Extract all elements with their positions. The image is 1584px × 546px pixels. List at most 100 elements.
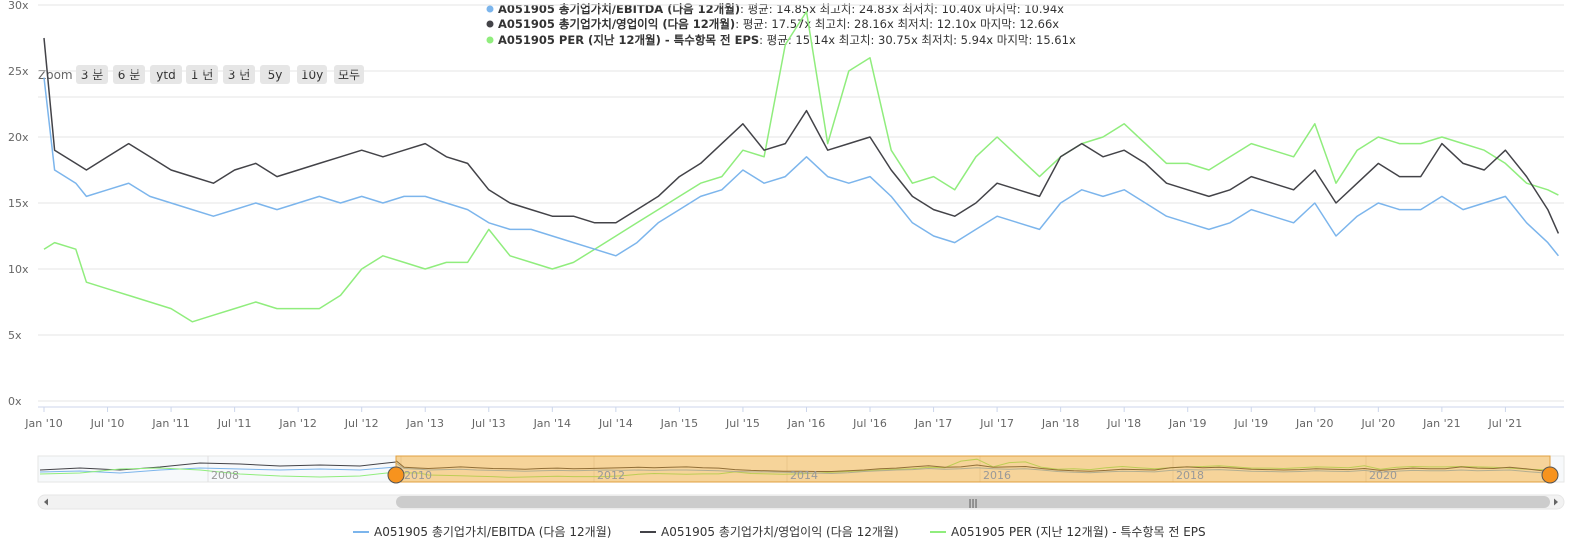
- stats-row-per[interactable]: A051905 PER (지난 12개월) - 특수항목 전 EPS: 평균: …: [486, 33, 1076, 47]
- navigator-year-label: 2014: [790, 469, 818, 482]
- zoom-button-3m-label: 3 분: [81, 68, 104, 82]
- x-tick-label: Jan '15: [660, 417, 698, 430]
- scrollbar-thumb[interactable]: [396, 496, 1550, 508]
- zoom-button-10y[interactable]: 10y: [297, 65, 327, 84]
- x-tick-label: Jan '14: [533, 417, 571, 430]
- navigator-handle-left[interactable]: [387, 466, 405, 484]
- x-tick-label: Jul '19: [1233, 417, 1268, 430]
- x-tick-label: Jul '17: [979, 417, 1014, 430]
- navigator-year-label: 2008: [211, 469, 239, 482]
- series-lines[interactable]: [43, 10, 1560, 323]
- y-tick-label: 0x: [8, 395, 22, 408]
- zoom-button-all-label: 모두: [338, 68, 360, 82]
- legend-item-ebit[interactable]: A051905 총기업가치/영업이익 (다음 12개월): [640, 525, 899, 539]
- y-tick-label: 10x: [8, 263, 29, 276]
- stats-values-ebit: : 평균: 17.57x 최고치: 28.16x 최저치: 12.10x 마지막…: [735, 17, 1059, 31]
- x-tick-label: Jan '11: [151, 417, 189, 430]
- legend: A051905 총기업가치/EBITDA (다음 12개월) A051905 총…: [353, 525, 1206, 539]
- zoom-button-5y-label: 5y: [268, 68, 283, 82]
- stats-values-per: : 평균: 15.14x 최고치: 30.75x 최저치: 5.94x 마지막:…: [759, 33, 1076, 47]
- series-line-ebit[interactable]: [43, 37, 1560, 234]
- navigator-year-label: 2020: [1369, 469, 1397, 482]
- y-axis-ticks: 0x 5x 10x 15x 20x 25x 30x: [8, 0, 29, 408]
- x-tick-label: Jan '13: [405, 417, 443, 430]
- svg-text:A051905 총기업가치/영업이익 (다음 12개월):: A051905 총기업가치/영업이익 (다음 12개월): 평균: 17.57x…: [498, 17, 1059, 31]
- navigator-year-label: 2016: [983, 469, 1011, 482]
- x-tick-label: Jan '19: [1168, 417, 1206, 430]
- x-tick-label: Jul '18: [1106, 417, 1141, 430]
- x-tick-label: Jul '14: [598, 417, 633, 430]
- x-axis-ticks: Jan '10 Jul '10 Jan '11 Jul '11 Jan '12 Jul '…: [24, 407, 1522, 430]
- navigator-year-label: 2018: [1176, 469, 1204, 482]
- x-tick-label: Jul '12: [344, 417, 379, 430]
- navigator-lines: [39, 458, 1551, 478]
- navigator-history-line-3: [39, 467, 397, 478]
- scrollbar-grip-icon: |||: [968, 499, 977, 509]
- stats-legend: A051905 총기업가치/EBITDA (다음 12개월): 평균: 14.8…: [486, 2, 1076, 47]
- legend-label-ebit: A051905 총기업가치/영업이익 (다음 12개월): [661, 525, 899, 539]
- zoom-button-3m[interactable]: 3 분: [76, 65, 108, 84]
- navigator-history-line-2: [39, 466, 397, 474]
- zoom-button-6m[interactable]: 6 분: [113, 65, 145, 84]
- svg-text:A051905 총기업가치/EBITDA (다음 12개월): A051905 총기업가치/EBITDA (다음 12개월): 평균: 14.8…: [498, 2, 1064, 16]
- zoom-selector: Zoom 3 분 6 분 ytd 1 년 3 년 5y 10y: [38, 65, 364, 84]
- y-tick-label: 20x: [8, 131, 29, 144]
- legend-label-per: A051905 PER (지난 12개월) - 특수항목 전 EPS: [951, 525, 1206, 539]
- stats-dot-ebit: [486, 20, 494, 28]
- navigator-year-label: 2012: [597, 469, 625, 482]
- stats-dot-ebitda: [486, 5, 494, 13]
- grid-lines: [38, 4, 1564, 402]
- zoom-button-3y-label: 3 년: [228, 68, 251, 82]
- y-tick-label: 30x: [8, 0, 29, 12]
- zoom-button-ytd[interactable]: ytd: [150, 65, 182, 84]
- x-tick-label: Jul '21: [1488, 417, 1523, 430]
- x-tick-label: Jan '17: [914, 417, 952, 430]
- zoom-button-6m-label: 6 분: [118, 68, 141, 82]
- zoom-button-5y[interactable]: 5y: [260, 65, 290, 84]
- y-tick-label: 25x: [8, 65, 29, 78]
- x-tick-label: Jul '13: [471, 417, 506, 430]
- legend-item-ebitda[interactable]: A051905 총기업가치/EBITDA (다음 12개월): [353, 525, 611, 539]
- scrollbar-right-arrow-icon[interactable]: [1554, 498, 1558, 506]
- navigator[interactable]: 2008 2010 2012 2014 2016 2018 2020: [37, 455, 1565, 484]
- x-tick-label: Jul '15: [725, 417, 760, 430]
- series-line-per[interactable]: [43, 10, 1559, 323]
- navigator-handle-right[interactable]: [1541, 466, 1559, 484]
- stats-row-ebitda[interactable]: A051905 총기업가치/EBITDA (다음 12개월): 평균: 14.8…: [486, 2, 1065, 16]
- zoom-button-all[interactable]: 모두: [334, 65, 364, 84]
- zoom-button-3y[interactable]: 3 년: [223, 65, 255, 84]
- x-tick-label: Jan '21: [1422, 417, 1460, 430]
- x-tick-label: Jan '20: [1295, 417, 1333, 430]
- zoom-button-1y[interactable]: 1 년: [186, 65, 218, 84]
- x-tick-label: Jul '16: [852, 417, 887, 430]
- stats-name-ebitda: A051905 총기업가치/EBITDA (다음 12개월): [498, 2, 740, 16]
- svg-text:A051905 PER (지난 12개월) - 특수항목 전: A051905 PER (지난 12개월) - 특수항목 전 EPS: 평균: …: [498, 33, 1076, 47]
- navigator-series-line-ebit: [395, 460, 1551, 473]
- stats-name-per: A051905 PER (지난 12개월) - 특수항목 전 EPS: [498, 33, 759, 47]
- zoom-button-10y-label: 10y: [301, 68, 323, 82]
- stats-name-ebit: A051905 총기업가치/영업이익 (다음 12개월): [498, 17, 735, 31]
- navigator-year-label: 2010: [404, 469, 432, 482]
- stats-values-ebitda: : 평균: 14.85x 최고치: 24.83x 최저치: 10.40x 마지막…: [740, 2, 1064, 16]
- zoom-button-1y-label: 1 년: [191, 68, 214, 82]
- y-tick-label: 15x: [8, 197, 29, 210]
- x-tick-label: Jul '20: [1360, 417, 1395, 430]
- navigator-series-line-per: [395, 458, 1551, 478]
- stats-row-ebit[interactable]: A051905 총기업가치/영업이익 (다음 12개월): 평균: 17.57x…: [486, 17, 1060, 31]
- series-line-ebitda[interactable]: [43, 77, 1559, 257]
- scrollbar[interactable]: |||: [37, 494, 1565, 510]
- zoom-button-ytd-label: ytd: [156, 68, 175, 82]
- x-tick-label: Jan '18: [1041, 417, 1079, 430]
- legend-item-per[interactable]: A051905 PER (지난 12개월) - 특수항목 전 EPS: [930, 525, 1206, 539]
- x-tick-label: Jan '16: [787, 417, 825, 430]
- x-tick-label: Jul '11: [217, 417, 252, 430]
- legend-label-ebitda: A051905 총기업가치/EBITDA (다음 12개월): [374, 525, 611, 539]
- scrollbar-left-arrow-icon[interactable]: [44, 498, 48, 506]
- stats-dot-per: [486, 36, 494, 44]
- zoom-label: Zoom: [38, 68, 73, 82]
- navigator-year-labels: 2008 2010 2012 2014 2016 2018 2020: [211, 469, 1397, 482]
- navigator-history-line: [39, 461, 397, 471]
- x-tick-label: Jan '12: [278, 417, 316, 430]
- navigator-series-line-ebitda: [395, 462, 1551, 475]
